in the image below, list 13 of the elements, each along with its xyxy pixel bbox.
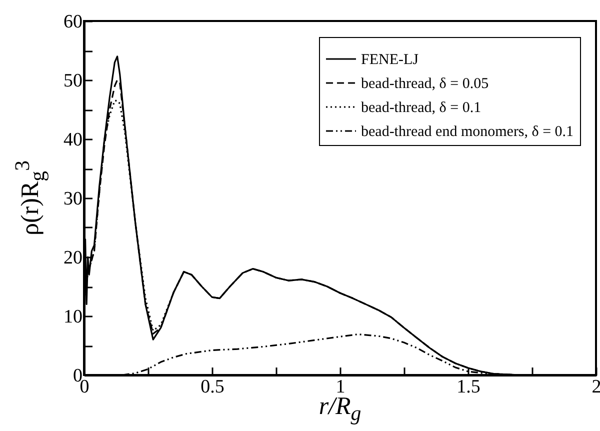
legend-label: bead-thread, δ = 0.05 — [361, 76, 489, 92]
y-tick-label: 30 — [64, 188, 82, 210]
y-tick-label: 60 — [64, 12, 82, 32]
y-tick-label: 10 — [64, 306, 82, 328]
x-tick-label: 1.5 — [456, 376, 480, 398]
legend-label: FENE-LJ — [361, 52, 419, 68]
y-tick-label: 40 — [64, 130, 82, 150]
x-tick-label: 0.5 — [200, 376, 224, 398]
legend-label: bead-thread end monomers, δ = 0.1 — [361, 124, 574, 140]
legend-label: bead-thread, δ = 0.1 — [361, 100, 482, 116]
y-tick-label: 20 — [64, 248, 82, 268]
y-tick-label: 50 — [64, 70, 82, 92]
x-tick-label: 2 — [592, 376, 600, 398]
